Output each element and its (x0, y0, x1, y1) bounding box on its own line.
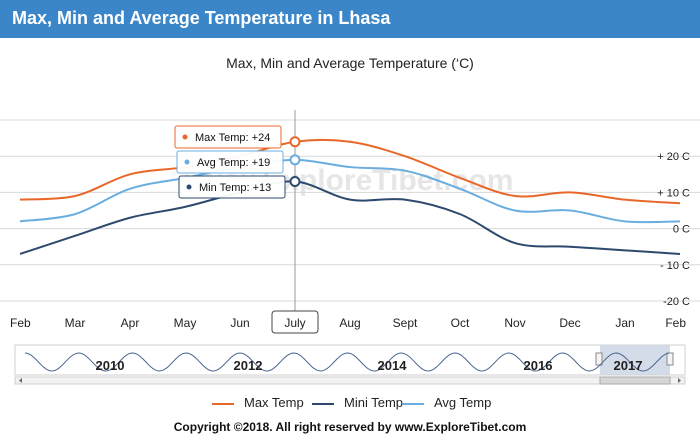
tooltip: Max Temp: +24 Avg Temp: +19 Min Temp: +13 (174, 125, 286, 199)
title-banner: Max, Min and Average Temperature in Lhas… (0, 0, 700, 38)
y-axis: + 20 C + 10 C 0 C - 10 C -20 C (657, 151, 690, 308)
hover-marker-mini-temp (289, 176, 301, 188)
legend-swatch (402, 402, 424, 405)
series-line-avg-temp (19, 158, 681, 224)
temperature-chart: www.ExploreTibet.com Max, Min and Averag… (0, 55, 700, 385)
x-tick-label: Feb (665, 316, 686, 330)
x-tick-label: Sept (393, 316, 418, 330)
navigator-year-label: 2012 (234, 358, 263, 373)
navigator-scrollbar (14, 376, 686, 385)
tooltip-label: Avg Temp: +19 (197, 157, 270, 169)
x-tick-label: Jun (230, 316, 249, 330)
navigator-handle-right (666, 352, 674, 366)
x-tick-label: Apr (121, 316, 140, 330)
navigator-scroll-thumb (599, 376, 671, 385)
hover-marker-avg-temp (289, 154, 301, 166)
navigator-year-label: 2016 (524, 358, 553, 373)
scroll-left-icon (19, 378, 22, 383)
tooltip-box (178, 175, 286, 199)
tooltip-label: Min Temp: +13 (199, 182, 271, 194)
navigator-series (24, 352, 670, 372)
x-tick-label: Dec (559, 316, 580, 330)
tooltip-dot (186, 184, 192, 190)
navigator-year-label: 2014 (378, 358, 408, 373)
x-tick-label: July (284, 316, 305, 330)
chart-title: Max, Min and Average Temperature (‘C) (226, 55, 474, 71)
x-tick-label: Feb (10, 316, 31, 330)
legend-item-max-temp[interactable]: Max Temp (212, 395, 304, 410)
legend-label: Mini Temp (344, 395, 404, 410)
legend-swatch (212, 402, 234, 405)
legend-label: Max Temp (244, 395, 304, 410)
tooltip-dot (182, 134, 188, 140)
x-tick-label: Nov (504, 316, 525, 330)
y-tick-label: - 10 C (660, 260, 690, 272)
x-tick-highlight (271, 310, 319, 334)
x-tick-label: Mar (65, 316, 86, 330)
series-line-max-temp (19, 138, 681, 205)
x-tick-label: May (174, 316, 197, 330)
y-tick-label: + 20 C (657, 151, 690, 163)
x-tick-label: Jan (615, 316, 634, 330)
tooltip-box (174, 125, 282, 149)
y-tick-label: 0 C (673, 224, 690, 236)
series-lines (19, 138, 681, 255)
series-line-mini-temp (19, 180, 681, 255)
legend-label: Avg Temp (434, 395, 492, 410)
tooltip-label: Max Temp: +24 (195, 132, 270, 144)
legend-swatch (312, 402, 334, 405)
page-title: Max, Min and Average Temperature in Lhas… (12, 8, 391, 28)
copyright-text: Copyright ©2018. All right reserved by w… (173, 420, 527, 434)
navigator-year-label: 2010 (96, 358, 125, 373)
legend-item-mini-temp[interactable]: Mini Temp (312, 395, 403, 410)
crosshair (289, 110, 301, 311)
x-tick-label: Oct (451, 316, 470, 330)
scroll-right-icon (678, 378, 681, 383)
x-tick-label: Aug (339, 316, 360, 330)
hover-marker-max-temp (289, 136, 301, 148)
y-tick-label: + 10 C (657, 187, 690, 199)
x-axis: Feb Mar Apr May Jun July Aug Sept Oct Nov Dec Jan Fe… (10, 310, 686, 334)
navigator-handle-left (595, 352, 603, 366)
tooltip-box (176, 150, 284, 174)
legend: Max Temp Mini Temp Avg Temp (0, 395, 700, 413)
legend-item-avg-temp[interactable]: Avg Temp (402, 395, 491, 410)
gridlines (0, 119, 700, 302)
y-tick-label: -20 C (663, 296, 690, 308)
tooltip-dot (184, 159, 190, 165)
navigator-year-label: 2017 (614, 358, 643, 373)
range-navigator[interactable]: 2010 2012 2014 2016 2017 (14, 344, 686, 385)
